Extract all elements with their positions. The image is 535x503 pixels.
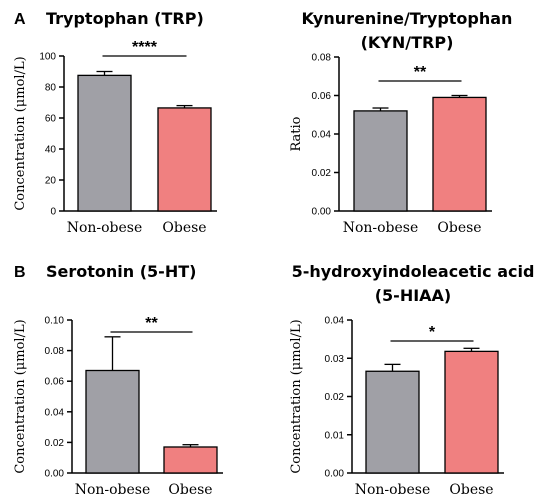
chart-panel-2: Kynurenine/Tryptophan (KYN/TRP) 0.00 0.02 0.… [289,9,512,236]
x-category-label: Non-obese [343,220,419,236]
y-tick-label: 0.06 [45,377,65,388]
panel-label: B [14,264,26,281]
significance-label: ** [145,315,158,332]
significance-label: **** [132,39,158,56]
y-tick-label: 0.02 [45,438,65,449]
y-tick-label: 60 [45,114,57,125]
bar-obese [157,107,212,212]
y-tick-label: 0.03 [325,354,345,365]
chart-title: Serotonin (5-HT) [46,262,196,281]
y-tick-label: 80 [45,83,57,94]
y-axis-label: Concentration (μmol/L) [13,56,28,210]
bar-non-obese [365,370,420,474]
y-tick-label: 0.02 [325,392,345,403]
y-tick-label: 0.02 [312,168,332,179]
bar-non-obese [85,369,140,474]
y-tick-label: 0.10 [45,316,65,327]
chart-title: (KYN/TRP) [361,33,454,52]
y-tick-label: 0.08 [312,53,332,64]
y-tick-label: 0.04 [325,316,345,327]
bar-obese [163,446,218,474]
significance-label: ** [414,64,427,81]
chart-title: (5-HIAA) [375,286,452,305]
y-tick-label: 40 [45,145,57,156]
bar-non-obese [77,74,132,212]
chart-title: 5-hydroxyindoleacetic acid [292,262,535,281]
x-category-label: Obese [437,220,481,236]
x-category-label: Non-obese [355,482,431,498]
x-category-label: Obese [168,482,212,498]
bar-obese [432,96,487,212]
y-tick-label: 0.06 [312,91,332,102]
y-tick-label: 0.01 [325,430,345,441]
chart-panel-4: 5-hydroxyindoleacetic acid (5-HIAA) 0.00 0.… [289,262,534,498]
chart-panel-3: B Serotonin (5-HT) 0.00 0.02 0.04 0.06 0.08 0.1… [13,262,223,498]
y-tick-label: 0.04 [312,130,332,141]
y-tick-label: 20 [45,176,57,187]
y-axis-label: Concentration (μmol/L) [289,319,304,473]
y-tick-label: 0.00 [45,469,65,480]
significance-label: * [429,324,436,341]
chart-title: Tryptophan (TRP) [46,9,204,28]
y-tick-label: 0 [50,207,56,218]
y-tick-label: 0.00 [312,207,332,218]
x-category-label: Non-obese [75,482,151,498]
y-axis-label: Concentration (μmol/L) [13,319,28,473]
bar-obese [444,350,499,474]
x-category-label: Non-obese [67,220,143,236]
y-tick-label: 0.08 [45,346,65,357]
panel-label: A [14,11,26,28]
y-axis-label: Ratio [289,116,304,151]
x-category-label: Obese [162,220,206,236]
y-tick-label: 0.00 [325,469,345,480]
y-tick-label: 0.04 [45,407,65,418]
bar-non-obese [353,110,408,212]
chart-title: Kynurenine/Tryptophan [302,9,513,28]
y-tick-label: 100 [39,52,56,63]
chart-panel-1: A Tryptophan (TRP) 0 20 40 60 80 100 Concentrati… [13,9,217,236]
x-category-label: Obese [449,482,493,498]
